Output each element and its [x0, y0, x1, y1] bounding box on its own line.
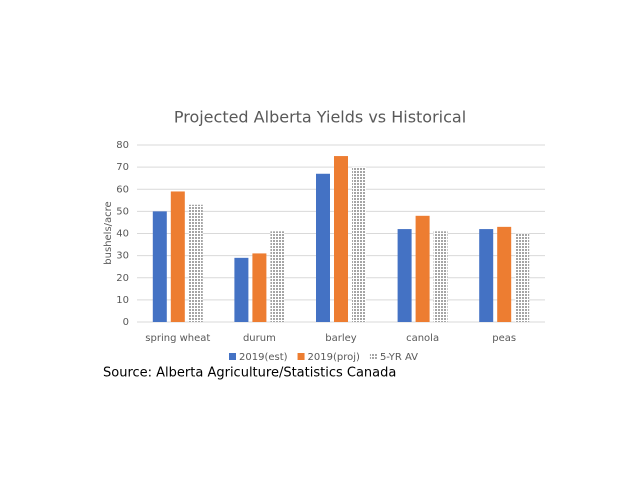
x-tick-label: barley [325, 333, 357, 344]
y-tick-label: 50 [116, 206, 129, 217]
source: Source: Alberta Agriculture/Statistics C… [103, 366, 396, 381]
legend-swatch [297, 353, 305, 360]
bar [433, 231, 448, 322]
y-tick-label: 80 [116, 140, 129, 151]
bar [316, 173, 330, 322]
bar [497, 226, 512, 322]
x-tick-label: peas [492, 333, 516, 344]
bar [515, 233, 530, 322]
y-axis-label: bushels/acre [103, 201, 114, 264]
bar [352, 167, 366, 322]
legend-label: 5-YR AV [380, 352, 418, 363]
bar [234, 257, 249, 322]
legend-swatch [229, 353, 236, 360]
bar [252, 253, 267, 322]
legend-label: 2019(proj) [308, 352, 360, 363]
bar [479, 229, 494, 322]
bar [152, 211, 167, 322]
y-tick-label: 20 [116, 273, 129, 284]
bar [334, 156, 348, 322]
x-tick-label: spring wheat [145, 333, 210, 344]
bar [170, 191, 185, 322]
bar [270, 231, 285, 322]
y-tick-label: 70 [116, 162, 129, 173]
legend-label: 2019(est) [239, 352, 288, 363]
chart-title: Projected Alberta Yields vs Historical [174, 108, 466, 127]
bar [188, 204, 203, 322]
y-tick-label: 40 [116, 229, 129, 240]
y-tick-label: 30 [116, 251, 129, 262]
bar [397, 229, 412, 322]
y-tick-label: 60 [116, 184, 129, 195]
y-tick-label: 10 [116, 295, 129, 306]
bar [415, 215, 430, 322]
x-tick-label: durum [243, 333, 276, 344]
legend-swatch [369, 353, 377, 360]
x-tick-label: canola [406, 333, 439, 344]
y-tick-label: 0 [123, 317, 129, 328]
